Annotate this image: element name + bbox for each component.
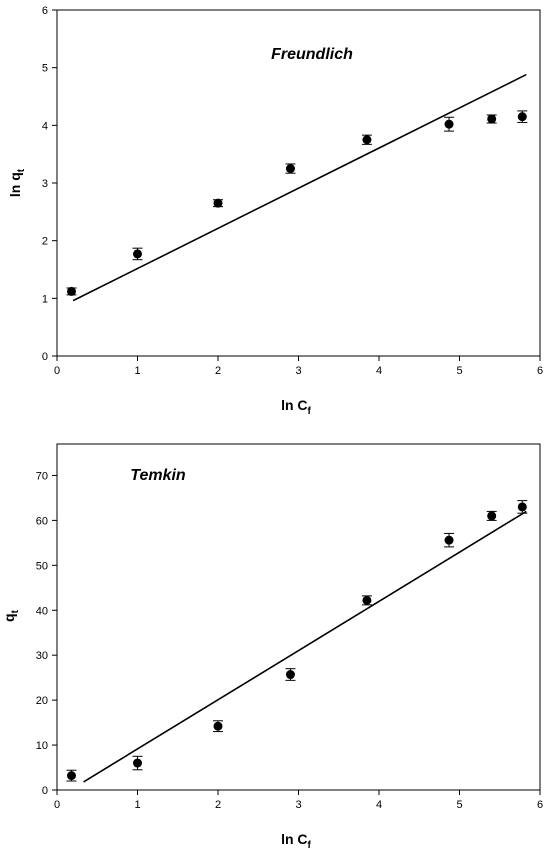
x-tick-label: 3 (295, 799, 301, 811)
y-axis-label: ln qt (7, 168, 27, 197)
x-tick-label: 1 (134, 799, 140, 811)
data-point (285, 670, 295, 680)
data-point (487, 511, 497, 521)
x-tick-label: 2 (215, 365, 221, 377)
y-tick-label: 0 (42, 351, 48, 363)
y-tick-label: 60 (36, 515, 48, 527)
x-tick-label: 6 (537, 365, 543, 377)
y-tick-label: 2 (42, 236, 48, 248)
y-tick-label: 4 (42, 120, 48, 132)
freundlich-chart: 0 1 2 3 4 5 6 0 1 2 3 4 5 6 Freundlich ln Cf ln qt (7, 5, 543, 417)
x-tick-label: 6 (537, 799, 543, 811)
x-tick-label: 2 (215, 799, 221, 811)
y-axis-label: qt (1, 609, 21, 622)
plot-frame (56, 443, 541, 791)
y-tick-label: 10 (36, 740, 48, 752)
data-points (66, 500, 528, 782)
y-tick-label: 1 (42, 293, 48, 305)
fit-line (83, 510, 527, 783)
data-point (444, 535, 454, 545)
data-point (133, 249, 142, 259)
data-point (444, 119, 454, 129)
data-point (66, 771, 76, 781)
data-point (213, 198, 223, 208)
data-point (133, 758, 142, 768)
x-axis-label: ln Cf (281, 397, 311, 417)
x-tick-label: 4 (376, 799, 382, 811)
y-tick-label: 30 (36, 650, 48, 662)
data-point (517, 502, 527, 512)
x-axis-label: ln Cf (281, 831, 311, 851)
x-tick-label: 0 (54, 365, 60, 377)
y-ticks: 0 1 2 3 4 5 6 (42, 5, 57, 363)
y-tick-label: 5 (42, 63, 48, 75)
y-tick-label: 0 (42, 785, 48, 797)
temkin-chart: 0 1 2 3 4 5 6 0 10 20 30 40 50 60 70 Temkin ln Cf qt (1, 443, 543, 851)
data-point (487, 114, 497, 124)
x-tick-label: 5 (456, 799, 462, 811)
fit-line-group (72, 73, 527, 302)
data-point (362, 595, 372, 605)
x-tick-label: 5 (456, 365, 462, 377)
x-ticks: 0 1 2 3 4 5 6 (54, 790, 543, 811)
y-tick-label: 6 (42, 5, 48, 17)
data-point (517, 112, 527, 122)
x-ticks: 0 1 2 3 4 5 6 (54, 356, 543, 377)
y-tick-label: 20 (36, 695, 48, 707)
data-point (66, 286, 76, 296)
data-point (362, 135, 372, 145)
x-tick-label: 1 (134, 365, 140, 377)
y-tick-label: 50 (36, 560, 48, 572)
y-tick-label: 40 (36, 605, 48, 617)
data-points (66, 110, 528, 296)
x-tick-label: 3 (295, 365, 301, 377)
y-tick-label: 70 (36, 470, 48, 482)
data-point (285, 164, 295, 174)
y-ticks: 0 10 20 30 40 50 60 70 (36, 470, 57, 797)
fit-line-group (83, 510, 527, 783)
data-point (213, 721, 223, 731)
chart-title: Temkin (130, 467, 186, 484)
x-tick-label: 0 (54, 799, 60, 811)
x-tick-label: 4 (376, 365, 382, 377)
y-tick-label: 3 (42, 178, 48, 190)
chart-title: Freundlich (271, 46, 353, 63)
fit-line (72, 73, 527, 302)
